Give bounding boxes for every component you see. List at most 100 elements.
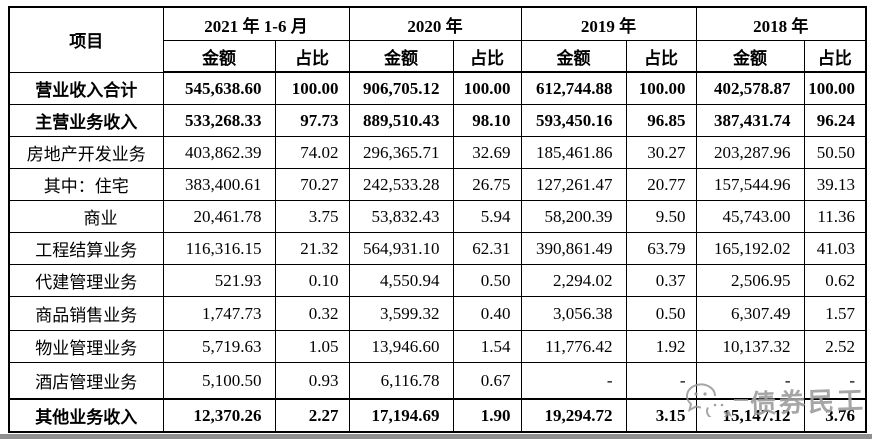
table-row: 代建管理业务 521.93 0.10 4,550.94 0.50 2,294.02 0.37… bbox=[8, 264, 867, 297]
ratio-cell: 100.00 bbox=[274, 71, 350, 105]
year-header-2020: 2020 年 bbox=[348, 6, 522, 41]
ratio-cell: 50.50 bbox=[803, 136, 867, 169]
ratio-cell: 5.94 bbox=[452, 200, 522, 233]
ratio-cell: 9.50 bbox=[625, 200, 697, 233]
amount-cell: 116,316.15 bbox=[162, 232, 276, 265]
amount-cell: 5,719.63 bbox=[162, 330, 276, 363]
amount-cell: 45,743.00 bbox=[695, 200, 805, 233]
amount-cell: 242,533.28 bbox=[348, 168, 454, 201]
row-label: 商品销售业务 bbox=[8, 296, 164, 331]
amount-header: 金额 bbox=[520, 40, 627, 73]
table-row: 工程结算业务 116,316.15 21.32 564,931.10 62.31 390,… bbox=[8, 232, 867, 265]
amount-header: 金额 bbox=[162, 40, 276, 73]
ratio-cell: 100.00 bbox=[452, 71, 522, 105]
ratio-cell: 1.92 bbox=[625, 330, 697, 363]
row-label: 营业收入合计 bbox=[8, 71, 164, 105]
ratio-cell: 32.69 bbox=[452, 136, 522, 169]
ratio-cell: 0.10 bbox=[274, 264, 350, 297]
amount-cell: 387,431.74 bbox=[695, 104, 805, 137]
ratio-cell: 11.36 bbox=[803, 200, 867, 233]
row-label: 代建管理业务 bbox=[8, 264, 164, 297]
ratio-cell: 39.13 bbox=[803, 168, 867, 201]
amount-cell: 2,506.95 bbox=[695, 264, 805, 297]
amount-cell: 906,705.12 bbox=[348, 71, 454, 105]
ratio-cell: 63.79 bbox=[625, 232, 697, 265]
row-label: 酒店管理业务 bbox=[8, 362, 164, 400]
table-row: 营业收入合计 545,638.60 100.00 906,705.12 100.00 61… bbox=[8, 71, 867, 105]
amount-cell: 203,287.96 bbox=[695, 136, 805, 169]
ratio-cell: 3.15 bbox=[625, 398, 697, 433]
ratio-header: 占比 bbox=[274, 40, 350, 73]
ratio-cell: 0.50 bbox=[452, 264, 522, 297]
row-label: 工程结算业务 bbox=[8, 232, 164, 265]
amount-cell: 390,861.49 bbox=[520, 232, 627, 265]
ratio-cell: 0.32 bbox=[274, 296, 350, 331]
amount-cell: 521.93 bbox=[162, 264, 276, 297]
amount-cell: 157,544.96 bbox=[695, 168, 805, 201]
amount-cell: 4,550.94 bbox=[348, 264, 454, 297]
amount-cell: 564,931.10 bbox=[348, 232, 454, 265]
year-header-2021h1: 2021 年 1-6 月 bbox=[162, 6, 350, 41]
ratio-cell: 3.75 bbox=[274, 200, 350, 233]
amount-cell: 593,450.16 bbox=[520, 104, 627, 137]
amount-cell: 533,268.33 bbox=[162, 104, 276, 137]
ratio-cell: 1.05 bbox=[274, 330, 350, 363]
amount-cell: 58,200.39 bbox=[520, 200, 627, 233]
amount-cell: 20,461.78 bbox=[162, 200, 276, 233]
amount-cell: 19,294.72 bbox=[520, 398, 627, 433]
ratio-cell: 0.67 bbox=[452, 362, 522, 400]
bottom-gray-bar bbox=[0, 434, 872, 439]
ratio-cell: 98.10 bbox=[452, 104, 522, 137]
ratio-cell: 0.50 bbox=[625, 296, 697, 331]
ratio-cell: 100.00 bbox=[625, 71, 697, 105]
amount-cell: 612,744.88 bbox=[520, 71, 627, 105]
ratio-cell: 30.27 bbox=[625, 136, 697, 169]
year-header-2018: 2018 年 bbox=[695, 6, 867, 41]
row-label: 房地产开发业务 bbox=[8, 136, 164, 169]
amount-cell: 402,578.87 bbox=[695, 71, 805, 105]
ratio-cell: 96.24 bbox=[803, 104, 867, 137]
ratio-cell: 20.77 bbox=[625, 168, 697, 201]
ratio-cell: 74.02 bbox=[274, 136, 350, 169]
row-label: 物业管理业务 bbox=[8, 330, 164, 363]
ratio-cell: 96.85 bbox=[625, 104, 697, 137]
amount-cell: 889,510.43 bbox=[348, 104, 454, 137]
ratio-cell: - bbox=[803, 362, 867, 400]
ratio-header: 占比 bbox=[803, 40, 867, 73]
amount-cell: 1,747.73 bbox=[162, 296, 276, 331]
amount-cell: 13,946.60 bbox=[348, 330, 454, 363]
ratio-cell: 3.76 bbox=[803, 398, 867, 433]
ratio-cell: 1.54 bbox=[452, 330, 522, 363]
amount-header: 金额 bbox=[695, 40, 805, 73]
ratio-header: 占比 bbox=[452, 40, 522, 73]
amount-cell: 165,192.02 bbox=[695, 232, 805, 265]
year-header-2019: 2019 年 bbox=[520, 6, 697, 41]
ratio-cell: 0.62 bbox=[803, 264, 867, 297]
amount-cell: - bbox=[695, 362, 805, 400]
amount-cell: 185,461.86 bbox=[520, 136, 627, 169]
amount-cell: 10,137.32 bbox=[695, 330, 805, 363]
ratio-cell: - bbox=[625, 362, 697, 400]
row-label: 其他业务收入 bbox=[8, 398, 164, 433]
revenue-breakdown-table: 项目 2021 年 1-6 月 2020 年 2019 年 2018 年 金额 … bbox=[8, 6, 868, 433]
table-row: 酒店管理业务 5,100.50 0.93 6,116.78 0.67- - - - bbox=[8, 362, 867, 400]
amount-cell: 53,832.43 bbox=[348, 200, 454, 233]
amount-cell: 5,100.50 bbox=[162, 362, 276, 400]
ratio-cell: 26.75 bbox=[452, 168, 522, 201]
table-row: 主营业务收入 533,268.33 97.73 889,510.43 98.10 593,… bbox=[8, 104, 867, 137]
amount-header: 金额 bbox=[348, 40, 454, 73]
amount-cell: 127,261.47 bbox=[520, 168, 627, 201]
table-row: 房地产开发业务 403,862.39 74.02 296,365.71 32.69 185… bbox=[8, 136, 867, 169]
amount-cell: 2,294.02 bbox=[520, 264, 627, 297]
table-row: 物业管理业务 5,719.63 1.05 13,946.60 1.54 11,776.42… bbox=[8, 330, 867, 363]
ratio-cell: 0.93 bbox=[274, 362, 350, 400]
ratio-cell: 0.37 bbox=[625, 264, 697, 297]
amount-cell: 17,194.69 bbox=[348, 398, 454, 433]
amount-cell: - bbox=[520, 362, 627, 400]
table-row: 其他业务收入 12,370.26 2.27 17,194.69 1.90 19,294.7… bbox=[8, 398, 867, 433]
row-label: 商业 bbox=[8, 200, 164, 233]
table-row: 其中：住宅 383,400.61 70.27 242,533.28 26.75 127,2… bbox=[8, 168, 867, 201]
row-label: 主营业务收入 bbox=[8, 104, 164, 137]
amount-cell: 383,400.61 bbox=[162, 168, 276, 201]
table-row: 商业 20,461.78 3.75 53,832.43 5.94 58,200.39 9.5… bbox=[8, 200, 867, 233]
